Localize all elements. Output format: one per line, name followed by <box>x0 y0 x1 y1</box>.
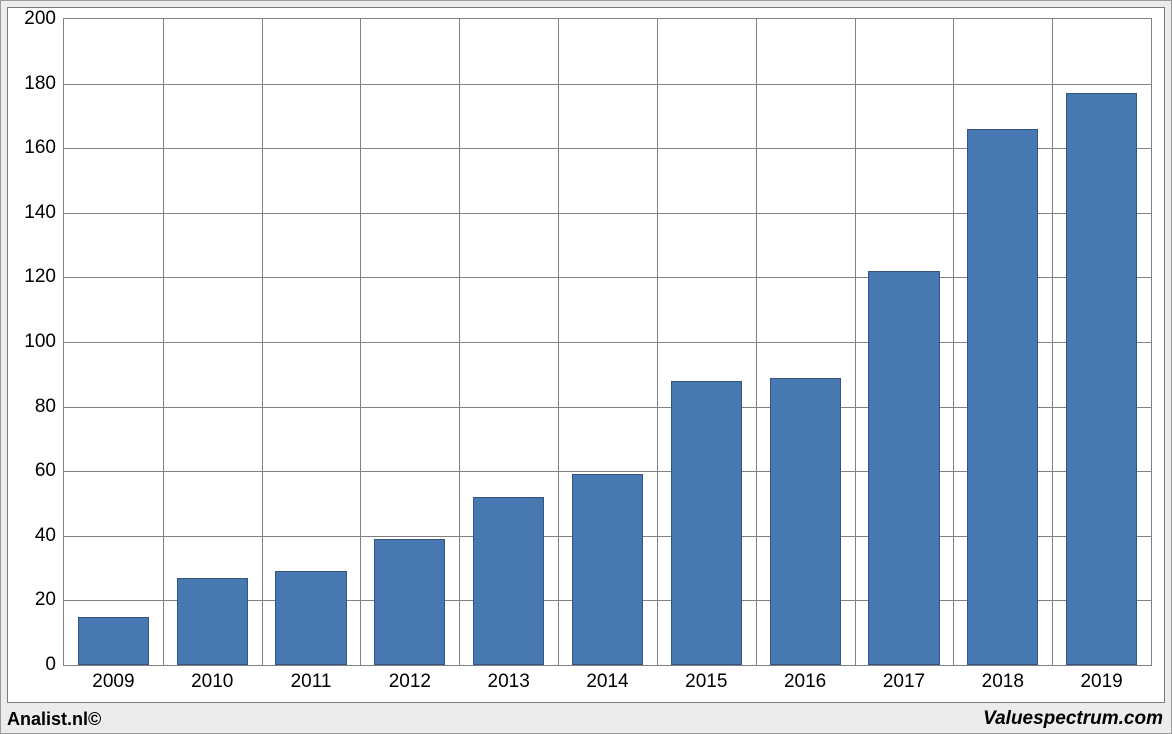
y-tick-label: 140 <box>24 202 64 224</box>
x-tick-label: 2011 <box>291 665 332 693</box>
y-tick-label: 40 <box>35 525 64 547</box>
chart-frame: 020406080100120140160180200 200920102011… <box>0 0 1172 734</box>
plot-area: 020406080100120140160180200 200920102011… <box>63 18 1152 666</box>
plot-outer: 020406080100120140160180200 200920102011… <box>7 7 1165 703</box>
y-tick-label: 160 <box>24 137 64 159</box>
x-tick-label: 2009 <box>92 665 134 693</box>
x-tick-label: 2010 <box>191 665 233 693</box>
y-tick-label: 180 <box>24 73 64 95</box>
y-tick-label: 0 <box>45 654 64 676</box>
x-tick-label: 2017 <box>883 665 925 693</box>
x-tick-label: 2019 <box>1080 665 1122 693</box>
y-tick-label: 120 <box>24 266 64 288</box>
x-axis-labels: 2009201020112012201320142015201620172018… <box>64 19 1151 665</box>
footer-left-text: Analist.nl© <box>7 709 101 730</box>
x-tick-label: 2015 <box>685 665 727 693</box>
x-tick-label: 2012 <box>389 665 431 693</box>
y-tick-label: 60 <box>35 460 64 482</box>
footer-right-text: Valuespectrum.com <box>983 708 1163 730</box>
y-tick-label: 200 <box>24 8 64 30</box>
x-tick-label: 2013 <box>488 665 530 693</box>
x-tick-label: 2014 <box>586 665 628 693</box>
x-tick-label: 2016 <box>784 665 826 693</box>
y-tick-label: 20 <box>35 589 64 611</box>
x-tick-label: 2018 <box>982 665 1024 693</box>
y-tick-label: 80 <box>35 396 64 418</box>
y-tick-label: 100 <box>24 331 64 353</box>
